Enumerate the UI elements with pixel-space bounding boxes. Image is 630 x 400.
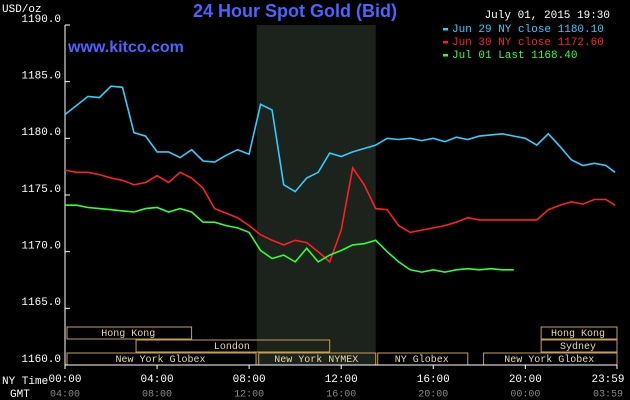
- session-label: London: [214, 341, 250, 353]
- series-line: [65, 204, 514, 273]
- x-tick-label: 08:00: [233, 374, 266, 386]
- y-tick-label: 1180.0: [21, 127, 61, 139]
- x2-tick-label: 12:00: [234, 390, 264, 400]
- session-label: Sydney: [560, 341, 596, 353]
- x-tick-label: 12:00: [325, 374, 358, 386]
- legend-label: Jun 30 NY close 1172.60: [452, 37, 604, 49]
- chart-title: 24 Hour Spot Gold (Bid): [193, 1, 397, 21]
- source: www.kitco.com: [67, 39, 184, 56]
- x-tick-label: 23:59: [591, 374, 624, 386]
- x2-tick-label: 16:00: [326, 390, 356, 400]
- y-tick-label: 1170.0: [21, 241, 61, 253]
- series-line: [64, 85, 616, 193]
- session-label: Hong Kong: [551, 329, 605, 340]
- timestamp: July 01, 2015 19:30: [485, 10, 610, 22]
- session-label: New York Globex: [504, 354, 594, 366]
- x-tick-label: 16:00: [417, 374, 450, 386]
- session-shade: [256, 25, 376, 365]
- legend-label: Jun 29 NY close 1180.10: [452, 24, 604, 36]
- x2-tick-label: 04:00: [50, 390, 80, 400]
- y-tick-label: 1160.0: [21, 354, 61, 366]
- x-axis-label: NY Time: [2, 376, 48, 388]
- x-tick-label: 00:00: [48, 374, 81, 386]
- session-label: New York NYMEX: [274, 354, 358, 366]
- y-axis-label: USD/oz: [2, 4, 42, 16]
- y-tick-label: 1185.0: [21, 71, 61, 83]
- x-tick-label: 04:00: [141, 374, 174, 386]
- x2-tick-label: 00:00: [510, 390, 540, 400]
- session-box: [540, 339, 618, 353]
- session-label: Hong Kong: [101, 329, 155, 340]
- x2-tick-label: 08:00: [142, 390, 172, 400]
- legend-swatch: [443, 41, 448, 44]
- session-label: New York Globex: [116, 354, 206, 366]
- series-line: [64, 165, 616, 264]
- session-box: [135, 339, 331, 353]
- session-box: [540, 326, 618, 340]
- legend-swatch: [443, 28, 448, 31]
- legend-swatch: [443, 54, 448, 57]
- y-tick-label: 1175.0: [21, 184, 61, 196]
- session-box: [66, 326, 193, 340]
- legend-label: Jul 01 Last 1168.40: [452, 50, 577, 62]
- y-tick-label: 1165.0: [21, 297, 61, 309]
- x-tick-label: 20:00: [509, 374, 542, 386]
- x2-tick-label: 20:00: [418, 390, 448, 400]
- x2-tick-label: 03:59: [593, 390, 623, 400]
- session-label: NY Globex: [395, 354, 449, 366]
- x2-axis-label: GMT: [10, 389, 30, 400]
- y-tick-label: 1190.0: [21, 14, 61, 26]
